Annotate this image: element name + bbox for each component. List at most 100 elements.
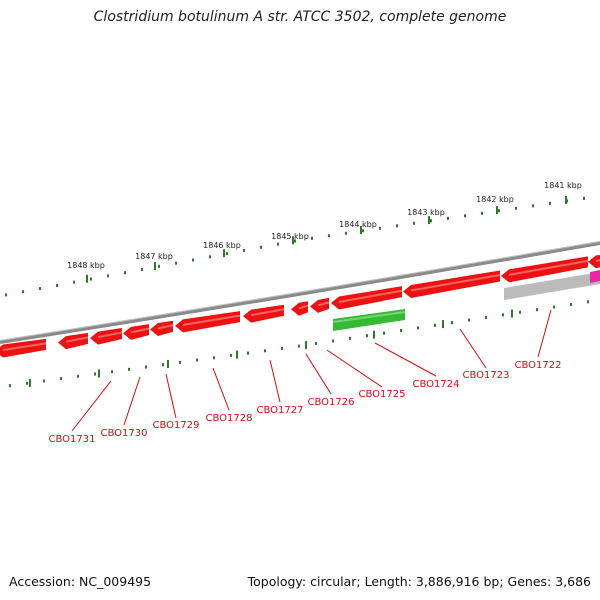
scale-tick xyxy=(158,264,160,268)
gene-label: CBO1731 xyxy=(49,434,96,445)
major-scale-tick xyxy=(292,236,294,245)
scale-label: 1848 kbp xyxy=(67,261,105,270)
scale-tick xyxy=(332,339,334,343)
scale-tick xyxy=(264,349,266,353)
scale-tick xyxy=(570,302,572,306)
scale-label: 1844 kbp xyxy=(339,220,377,229)
gene-CBO1730 xyxy=(90,328,123,345)
scale-tick xyxy=(519,310,521,314)
gene-body xyxy=(310,297,329,313)
gene-label: CBO1729 xyxy=(153,420,200,431)
major-scale-tick xyxy=(236,350,238,359)
leader-line xyxy=(269,359,281,403)
gene-CBO1727 xyxy=(175,311,241,333)
gene-label: CBO1730 xyxy=(101,428,148,439)
scale-tick xyxy=(549,201,551,205)
major-scale-tick xyxy=(428,216,430,225)
scale-label: 1846 kbp xyxy=(203,241,241,250)
gene-CBO1722 xyxy=(501,256,589,283)
scale-tick xyxy=(464,214,466,218)
scale-tick xyxy=(379,226,381,230)
scale-tick xyxy=(5,293,7,297)
gene-highlight xyxy=(157,324,174,330)
scale-tick xyxy=(536,308,538,312)
genome-summary: Topology: circular; Length: 3,886,916 bp… xyxy=(247,574,591,589)
major-scale-tick xyxy=(154,262,156,271)
scale-tick xyxy=(349,336,351,340)
scale-tick xyxy=(434,323,436,327)
gene-highlight xyxy=(298,304,309,310)
scale-tick xyxy=(413,221,415,225)
scale-label: 1845 kbp xyxy=(271,232,309,241)
gene-highlight xyxy=(595,259,600,262)
scale-tick xyxy=(22,290,24,294)
gene-CBO1721 xyxy=(588,255,600,269)
scale-tick xyxy=(485,315,487,319)
scale-label: 1841 kbp xyxy=(544,181,582,190)
scale-tick xyxy=(328,234,330,238)
gene-highlight xyxy=(65,336,89,343)
gene-label: CBO1724 xyxy=(413,379,460,390)
scale-tick xyxy=(128,367,130,371)
major-scale-tick xyxy=(98,369,100,378)
scale-label: 1842 kbp xyxy=(476,195,514,204)
gene-highlight xyxy=(508,259,589,276)
scale-tick xyxy=(294,239,296,243)
leader-line xyxy=(305,353,332,395)
scale-tick xyxy=(532,204,534,208)
scale-tick xyxy=(196,358,198,362)
scale-tick xyxy=(447,216,449,220)
lower-scale-ticks xyxy=(9,300,589,388)
scale-tick xyxy=(315,342,317,346)
scale-label: 1847 kbp xyxy=(135,252,173,261)
major-scale-tick xyxy=(86,274,88,283)
scale-tick xyxy=(498,209,500,213)
label-leader-lines xyxy=(71,309,552,432)
scale-tick xyxy=(56,283,58,287)
major-scale-tick xyxy=(442,320,444,329)
scale-tick xyxy=(111,370,113,374)
gene-label: CBO1723 xyxy=(463,370,510,381)
gene-highlight xyxy=(2,342,47,351)
scale-tick xyxy=(175,261,177,265)
scale-tick xyxy=(400,329,402,333)
scale-tick xyxy=(26,381,28,385)
gene-CBO1728 xyxy=(150,320,174,336)
major-scale-tick xyxy=(360,226,362,235)
gene-CBO1729 xyxy=(123,324,150,340)
scale-tick xyxy=(417,326,419,330)
genome-backbone xyxy=(0,241,600,344)
leader-line xyxy=(165,373,177,419)
gene-gray xyxy=(504,272,600,300)
scale-tick xyxy=(90,277,92,281)
scale-labels: 1841 kbp 1842 kbp 1843 kbp 1844 kbp 1845 kbp… xyxy=(67,181,582,270)
scale-tick xyxy=(260,245,262,249)
scale-tick xyxy=(213,356,215,360)
leader-line xyxy=(71,380,112,432)
gene-CBO1725-b xyxy=(310,297,330,313)
upper-scale-ticks xyxy=(5,195,585,297)
gene-body xyxy=(243,304,284,323)
major-scale-tick xyxy=(496,206,498,215)
gene-body xyxy=(501,256,588,283)
gene-body xyxy=(150,320,173,336)
scale-tick xyxy=(451,321,453,325)
gene-highlight xyxy=(332,311,406,323)
scale-tick xyxy=(230,353,232,357)
major-scale-tick xyxy=(373,330,375,339)
gene-body xyxy=(504,272,600,300)
scale-tick xyxy=(430,219,432,223)
scale-tick xyxy=(396,224,398,228)
scale-tick xyxy=(243,248,245,252)
major-scale-tick xyxy=(223,249,225,258)
gene-body xyxy=(333,309,405,331)
scale-tick xyxy=(73,280,75,284)
scale-tick xyxy=(39,287,41,291)
gene-body xyxy=(90,328,122,345)
gene-body xyxy=(331,286,402,310)
leader-line xyxy=(537,309,552,358)
gene-magenta xyxy=(590,270,600,283)
major-scale-tick xyxy=(29,378,31,387)
